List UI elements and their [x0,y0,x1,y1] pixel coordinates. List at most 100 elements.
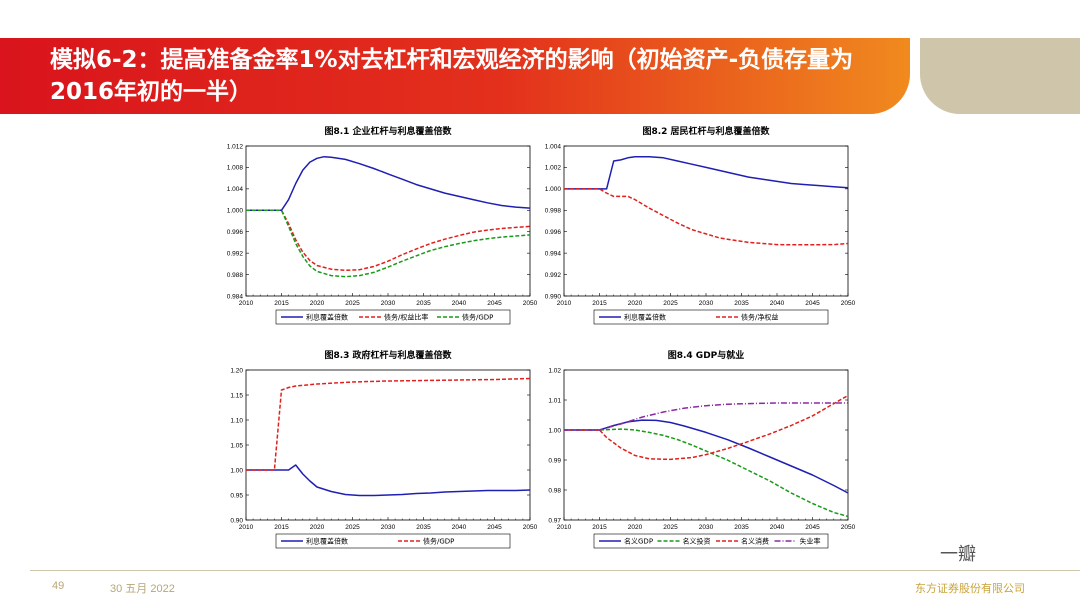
x-tick-label: 2025 [345,300,360,307]
x-tick-label: 2025 [345,524,360,531]
chart-8-2: 图8.2 居民杠杆与利息覆盖倍数 0.990 0.992 0.994 0.996 0.99… [545,125,856,325]
y-tick-label: 1.05 [230,442,243,449]
x-tick-label: 2030 [699,524,714,531]
y-tick-label: 0.97 [548,517,561,524]
legend-box [593,533,829,549]
x-tick-label: 2030 [381,524,396,531]
legend-label: 利息覆盖倍数 [306,537,348,546]
y-tick-label: 1.012 [227,143,244,150]
y-tick-label: 0.996 [227,229,244,236]
series-line [246,464,531,497]
title-banner [0,38,910,114]
x-tick-label: 2045 [487,300,502,307]
x-tick-label: 2010 [239,300,254,307]
chart-title: 图8.1 企业杠杆与利息覆盖倍数 [324,125,452,137]
x-tick-label: 2015 [592,524,607,531]
series-line [564,428,849,518]
legend-label: 债务/GDP [462,313,493,322]
company-name: 东方证券股份有限公司 [915,583,1025,595]
x-tick-label: 2025 [663,524,678,531]
y-tick-label: 0.992 [227,250,244,257]
y-tick-label: 1.004 [227,186,244,193]
x-tick-label: 2015 [592,300,607,307]
x-tick-label: 2015 [274,300,289,307]
x-tick-label: 2035 [734,524,749,531]
x-tick-label: 2030 [699,300,714,307]
x-tick-label: 2050 [523,300,538,307]
y-tick-label: 0.95 [230,492,243,499]
legend-label: 债务/净权益 [741,313,778,322]
y-tick-label: 0.90 [230,517,243,524]
legend-label: 名义投资 [683,537,711,546]
x-tick-label: 2040 [770,300,785,307]
y-tick-label: 1.02 [548,367,561,374]
x-tick-label: 2040 [452,300,467,307]
plot-frame [563,369,849,521]
series-line [564,394,849,461]
y-tick-label: 0.998 [545,208,562,215]
plot-frame [563,145,849,297]
legend-label: 利息覆盖倍数 [624,313,666,322]
legend-label: 失业率 [800,537,821,546]
x-tick-label: 2040 [770,524,785,531]
plot-frame [245,369,531,521]
x-tick-label: 2015 [274,524,289,531]
series-line [246,209,531,272]
x-tick-label: 2025 [663,300,678,307]
x-tick-label: 2040 [452,524,467,531]
legend-label: 名义GDP [624,537,653,546]
x-tick-label: 2050 [523,524,538,531]
x-tick-label: 2035 [416,524,431,531]
chart-title: 图8.4 GDP与就业 [668,349,745,361]
x-tick-label: 2035 [416,300,431,307]
legend-box [275,533,511,549]
series-line [246,209,531,278]
x-tick-label: 2035 [734,300,749,307]
page-number: 49 [52,580,65,592]
chart-8-3: 图8.3 政府杠杆与利息覆盖倍数 0.90 0.95 1.00 1.05 1.10 1.15… [230,349,538,549]
legend-label: 债务/权益比率 [384,313,428,322]
series-line [564,188,849,246]
x-tick-label: 2010 [557,524,572,531]
series-line [564,402,848,431]
x-tick-label: 2020 [310,524,325,531]
plot-frame [245,145,531,297]
series-line [246,377,531,471]
y-tick-label: 0.992 [545,272,562,279]
y-tick-label: 0.990 [545,293,562,300]
y-tick-label: 1.20 [230,367,243,374]
watermark: 一瓣 [940,544,976,565]
x-tick-label: 2030 [381,300,396,307]
y-tick-label: 1.10 [230,417,243,424]
chart-8-4: 图8.4 GDP与就业 0.97 0.98 0.99 1.00 1.01 1.02 2010 2… [548,349,856,549]
slide-title: 模拟6-2：提高准备金率1%对去杠杆和宏观经济的影响（初始资产-负债存量为201… [50,47,854,105]
y-tick-label: 1.15 [230,392,243,399]
x-tick-label: 2020 [628,300,643,307]
legend-box [593,309,829,325]
legend-label: 名义消费 [741,537,769,546]
y-tick-label: 1.00 [548,427,561,434]
y-tick-label: 0.98 [548,487,561,494]
y-tick-label: 1.004 [545,143,562,150]
corner-decoration [920,38,1080,114]
series-line [246,155,531,212]
y-tick-label: 1.000 [545,186,562,193]
x-tick-label: 2010 [239,524,254,531]
chart-8-1: 图8.1 企业杠杆与利息覆盖倍数 0.984 0.988 0.992 0.996 1.00… [227,125,538,325]
legend-label: 债务/GDP [423,537,454,546]
y-tick-label: 0.984 [227,293,244,300]
x-tick-label: 2050 [841,300,856,307]
y-tick-label: 1.002 [545,165,562,172]
y-tick-label: 0.988 [227,272,244,279]
x-tick-label: 2045 [805,524,820,531]
footer-divider [30,570,1080,571]
x-tick-label: 2045 [487,524,502,531]
x-tick-label: 2010 [557,300,572,307]
x-tick-label: 2020 [310,300,325,307]
y-tick-label: 1.01 [548,397,561,404]
y-tick-label: 0.996 [545,229,562,236]
chart-title: 图8.2 居民杠杆与利息覆盖倍数 [642,125,770,137]
footer-date: 30 五月 2022 [110,583,175,595]
y-tick-label: 1.008 [227,165,244,172]
x-tick-label: 2050 [841,524,856,531]
